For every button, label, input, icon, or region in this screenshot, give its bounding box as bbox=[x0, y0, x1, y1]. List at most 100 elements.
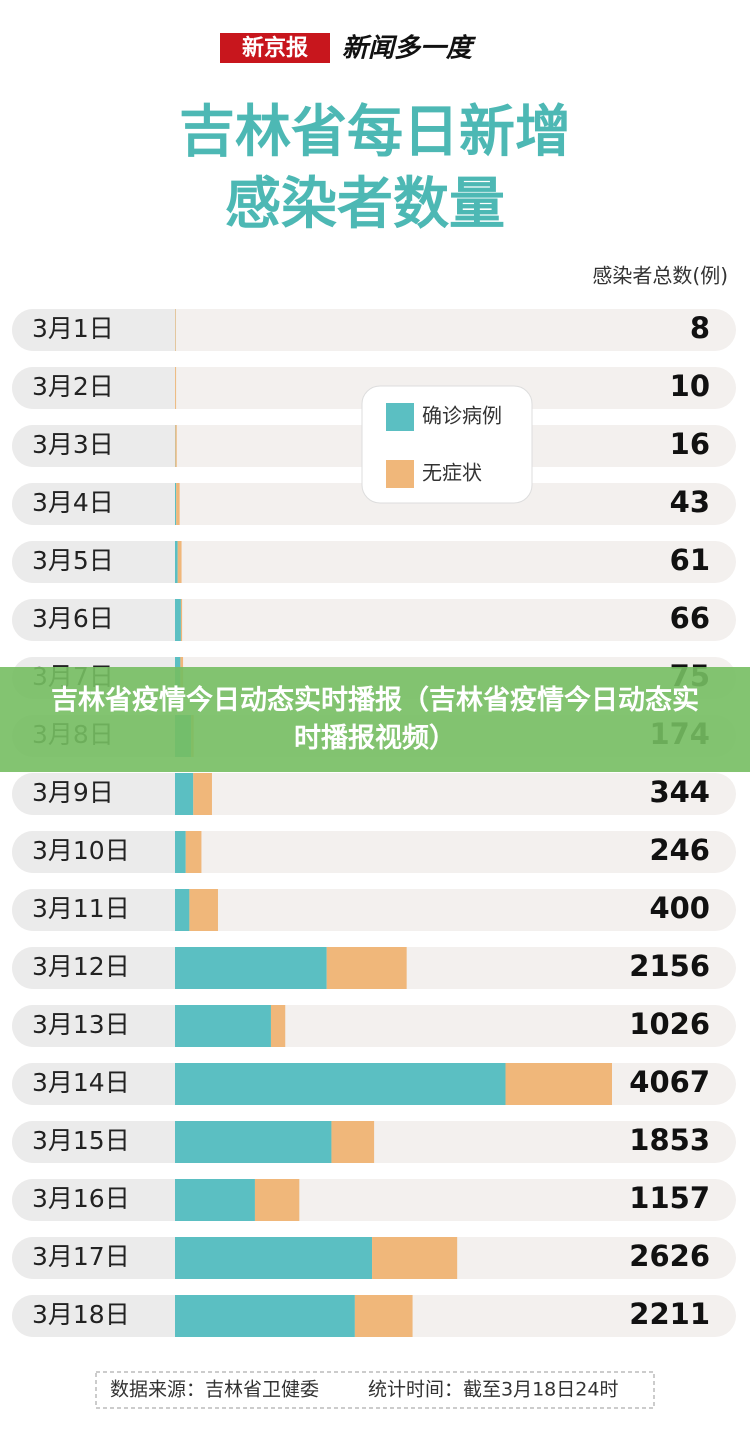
row-label-bg bbox=[145, 309, 175, 351]
logo: 新京报 bbox=[242, 35, 308, 61]
row-label-bg bbox=[145, 425, 175, 467]
row-label-bg bbox=[145, 1063, 175, 1105]
bar-segment bbox=[176, 483, 180, 525]
category-label: 3月10日 bbox=[32, 836, 130, 865]
bar-segment bbox=[326, 947, 407, 989]
bar-segment bbox=[175, 1121, 332, 1163]
total-label: 1026 bbox=[629, 1007, 710, 1041]
category-label: 3月13日 bbox=[32, 1010, 130, 1039]
total-label: 2156 bbox=[629, 949, 710, 983]
bar-segment bbox=[177, 541, 182, 583]
bar-segment bbox=[189, 889, 218, 931]
bar-segment bbox=[175, 889, 190, 931]
row-label-bg bbox=[145, 367, 175, 409]
bar-segment bbox=[175, 1005, 271, 1047]
category-label: 3月17日 bbox=[32, 1242, 130, 1271]
bar-segment bbox=[175, 309, 176, 351]
row-label-bg bbox=[145, 1005, 175, 1047]
total-label: 66 bbox=[670, 601, 710, 635]
row-label-bg bbox=[145, 1121, 175, 1163]
logo-box bbox=[220, 33, 330, 63]
total-label: 4067 bbox=[629, 1065, 710, 1099]
row-label-bg bbox=[12, 947, 175, 989]
category-label: 3月3日 bbox=[32, 430, 114, 459]
row-label-bg bbox=[12, 309, 175, 351]
footer-box bbox=[95, 1371, 655, 1409]
bar-segment bbox=[175, 425, 177, 467]
category-label: 3月18日 bbox=[32, 1300, 130, 1329]
row-bg bbox=[12, 483, 736, 525]
total-label: 16 bbox=[670, 427, 710, 461]
row-label-bg bbox=[145, 831, 175, 873]
row-label-bg bbox=[145, 599, 175, 641]
category-label: 3月2日 bbox=[32, 372, 114, 401]
axis-label: 感染者总数(例) bbox=[592, 264, 728, 288]
title: 感染者数量 bbox=[225, 172, 505, 237]
category-label: 3月12日 bbox=[32, 952, 130, 981]
total-label: 8 bbox=[690, 311, 710, 345]
title: 吉林省每日新增 bbox=[179, 100, 571, 165]
total-label: 10 bbox=[670, 369, 710, 403]
total-label: 1853 bbox=[629, 1123, 710, 1157]
bar-segment bbox=[175, 831, 186, 873]
bar-segment bbox=[354, 1295, 413, 1337]
bar-segment bbox=[175, 1295, 355, 1337]
row-label-bg bbox=[145, 541, 175, 583]
row-label-bg bbox=[12, 773, 175, 815]
category-label: 3月6日 bbox=[32, 604, 114, 633]
category-label: 3月4日 bbox=[32, 488, 114, 517]
bar-segment bbox=[175, 483, 177, 525]
row-label-bg bbox=[12, 1179, 175, 1221]
row-label-bg bbox=[12, 599, 175, 641]
category-label: 3月15日 bbox=[32, 1126, 130, 1155]
row-bg bbox=[12, 541, 736, 583]
legend-swatch bbox=[386, 403, 414, 431]
bar-segment bbox=[331, 1121, 375, 1163]
row-label-bg bbox=[145, 483, 175, 525]
row-label-bg bbox=[12, 367, 175, 409]
row-label-bg bbox=[12, 541, 175, 583]
banner: 吉林省疫情今日动态实时播报（吉林省疫情今日动态实时播报视频） bbox=[0, 667, 750, 772]
category-label: 3月9日 bbox=[32, 778, 114, 807]
category-label: 3月16日 bbox=[32, 1184, 130, 1213]
slogan: 新闻多一度 bbox=[342, 34, 477, 64]
total-label: 246 bbox=[649, 833, 710, 867]
row-label-bg bbox=[12, 483, 175, 525]
total-label: 400 bbox=[649, 891, 710, 925]
category-label: 3月14日 bbox=[32, 1068, 130, 1097]
row-label-bg bbox=[12, 1295, 175, 1337]
bar-segment bbox=[175, 541, 178, 583]
bar-segment bbox=[505, 1063, 612, 1105]
bar-segment bbox=[180, 599, 183, 641]
row-bg bbox=[12, 599, 736, 641]
bar-segment bbox=[175, 1063, 506, 1105]
bar-segment bbox=[175, 367, 177, 409]
row-label-bg bbox=[12, 425, 175, 467]
row-label-bg bbox=[12, 831, 175, 873]
category-label: 3月1日 bbox=[32, 314, 114, 343]
row-label-bg bbox=[12, 1005, 175, 1047]
row-label-bg bbox=[145, 1237, 175, 1279]
row-label-bg bbox=[12, 1237, 175, 1279]
time: 统计时间：截至3月18日24时 bbox=[368, 1379, 618, 1401]
row-label-bg bbox=[145, 1295, 175, 1337]
total-label: 43 bbox=[670, 485, 710, 519]
row-label-bg bbox=[145, 773, 175, 815]
legend-label: 确诊病例 bbox=[422, 404, 502, 428]
total-label: 1157 bbox=[629, 1181, 710, 1215]
bar-segment bbox=[175, 773, 194, 815]
bar-segment bbox=[175, 1237, 373, 1279]
bar-segment bbox=[254, 1179, 300, 1221]
bar-segment bbox=[372, 1237, 458, 1279]
row-label-bg bbox=[145, 1179, 175, 1221]
bar-segment bbox=[193, 773, 212, 815]
bar-segment bbox=[175, 1179, 255, 1221]
row-label-bg bbox=[145, 889, 175, 931]
category-label: 3月5日 bbox=[32, 546, 114, 575]
bar-segment bbox=[175, 947, 327, 989]
row-bg bbox=[12, 309, 736, 351]
total-label: 344 bbox=[649, 775, 710, 809]
source: 数据来源：吉林省卫健委 bbox=[110, 1379, 319, 1401]
